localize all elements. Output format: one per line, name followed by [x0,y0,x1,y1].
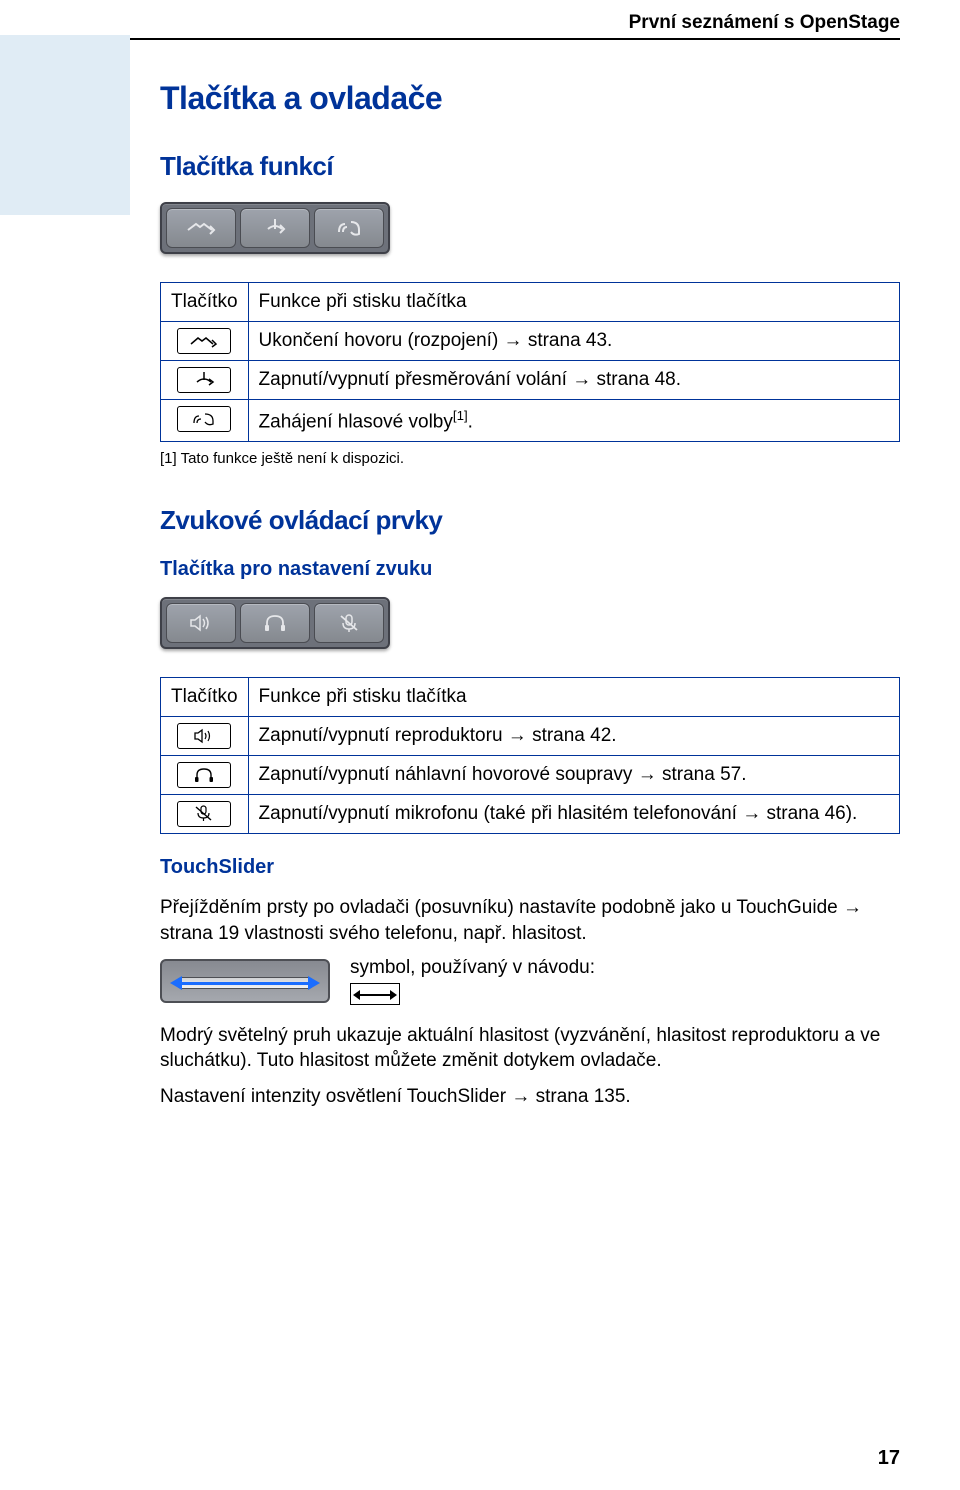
table-row: Zapnutí/vypnutí mikrofonu (také při hlas… [161,795,900,834]
icon-cell-forward [161,361,249,400]
func-desc: Zapnutí/vypnutí přesměrování volání → st… [248,361,899,400]
touchslider-desc: Přejížděním prsty po ovladači (posuvníku… [160,895,900,946]
col-header-button: Tlačítko [161,678,249,717]
func-desc: Zahájení hlasové volby[1]. [248,400,899,442]
hw-btn-voice [314,208,384,248]
hw-btn-forward [240,208,310,248]
running-header: První seznámení s OpenStage [60,12,900,34]
forward-key-icon [177,367,231,393]
speaker-key-icon [177,723,231,749]
func-desc: Zapnutí/vypnutí mikrofonu (také při hlas… [248,795,899,834]
header-rule [60,38,900,40]
function-buttons-table: Tlačítko Funkce při stisku tlačítka Ukon… [160,282,900,442]
headset-key-icon [177,762,231,788]
release-key-icon [177,328,231,354]
subsection-heading-touchslider: TouchSlider [160,856,900,879]
icon-cell-headset [161,756,249,795]
hardware-button-row-audio [160,597,390,649]
hardware-button-row [160,202,390,254]
col-header-button: Tlačítko [161,283,249,322]
func-desc: Zapnutí/vypnutí reproduktoru → strana 42… [248,717,899,756]
col-header-function: Funkce při stisku tlačítka [248,678,899,717]
icon-cell-mute [161,795,249,834]
icon-cell-release [161,322,249,361]
section-heading-function-buttons: Tlačítka funkcí [160,151,900,182]
col-header-function: Funkce při stisku tlačítka [248,283,899,322]
touchslider-p2: Modrý světelný pruh ukazuje aktuální hla… [160,1023,900,1074]
hw-btn-speaker [166,603,236,643]
table-header-row: Tlačítko Funkce při stisku tlačítka [161,678,900,717]
hw-btn-release [166,208,236,248]
slider-symbol-icon [350,983,400,1005]
icon-cell-speaker [161,717,249,756]
table-row: Ukončení hovoru (rozpojení) → strana 43. [161,322,900,361]
func-desc: Ukončení hovoru (rozpojení) → strana 43. [248,322,899,361]
hw-btn-headset [240,603,310,643]
page-title: Tlačítka a ovladače [160,80,900,117]
sidebar-accent [0,35,130,215]
hw-btn-mute [314,603,384,643]
audio-buttons-table: Tlačítko Funkce při stisku tlačítka Zapn… [160,677,900,834]
touchslider-symbol-row: symbol, používaný v návodu: [160,957,900,1005]
voice-key-icon [177,406,231,432]
table-row: Zapnutí/vypnutí reproduktoru → strana 42… [161,717,900,756]
page-number: 17 [878,1447,900,1470]
table-row: Zapnutí/vypnutí náhlavní hovorové soupra… [161,756,900,795]
subsection-heading-audio-buttons: Tlačítka pro nastavení zvuku [160,558,900,581]
mute-key-icon [177,801,231,827]
touchslider-p3: Nastavení intenzity osvětlení TouchSlide… [160,1084,900,1110]
symbol-caption-block: symbol, používaný v návodu: [350,957,595,1005]
table-header-row: Tlačítko Funkce při stisku tlačítka [161,283,900,322]
footnote: [1] Tato funkce ještě není k dispozici. [160,450,900,467]
table-row: Zahájení hlasové volby[1]. [161,400,900,442]
touchslider-illustration [160,959,330,1003]
table-row: Zapnutí/vypnutí přesměrování volání → st… [161,361,900,400]
symbol-caption: symbol, používaný v návodu: [350,957,595,978]
icon-cell-voice [161,400,249,442]
func-desc: Zapnutí/vypnutí náhlavní hovorové soupra… [248,756,899,795]
section-heading-audio: Zvukové ovládací prvky [160,505,900,536]
